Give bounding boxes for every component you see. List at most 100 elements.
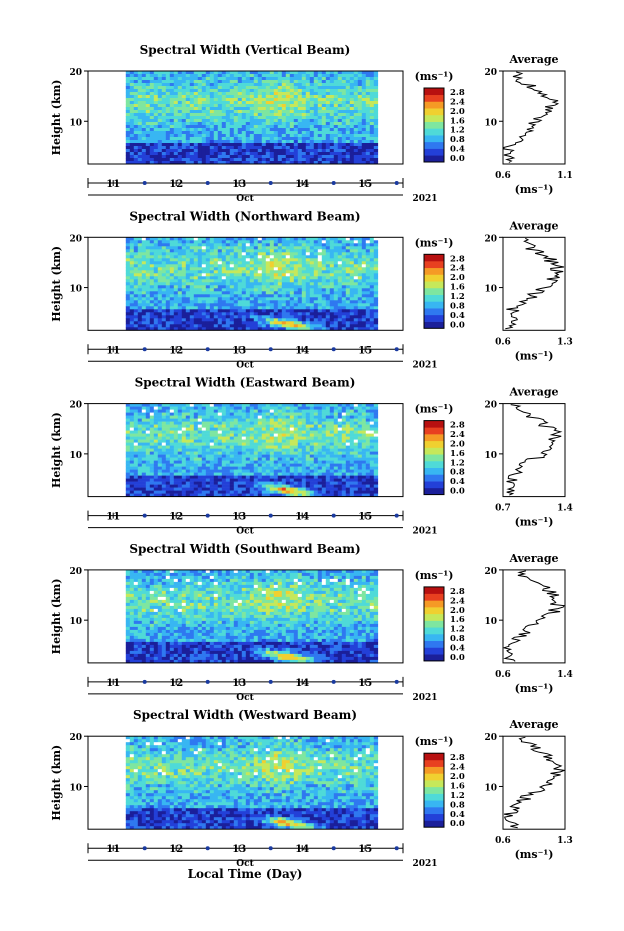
panel-title: Spectral Width (Southward Beam) [129,542,360,556]
heatmap [125,403,379,497]
colorbar-swatch [424,793,444,801]
month-label: Oct [236,360,254,370]
avg-y-tick-label: 10 [484,783,497,793]
colorbar-swatch [424,813,444,821]
panel-title: Spectral Width (Vertical Beam) [140,43,351,57]
colorbar-tick-label: 0.8 [450,468,465,478]
colorbar-unit: (ms⁻¹) [415,403,454,416]
colorbar-unit: (ms⁻¹) [415,735,454,748]
colorbar-tick-label: 1.2 [450,458,465,468]
x-tick-label: 11 [106,179,120,190]
colorbar-swatch [424,780,444,788]
colorbar-tick-label: 2.4 [450,97,465,107]
colorbar-unit: (ms⁻¹) [415,70,454,83]
avg-y-tick-label: 20 [484,567,497,577]
colorbar-tick-label: 2.8 [450,254,465,264]
colorbar-tick-label: 2.0 [450,107,465,117]
average-title: Average [508,219,558,232]
y-tick-label: 10 [69,451,82,461]
heatmap [125,569,379,664]
avg-y-tick-label: 10 [484,285,497,295]
x-tick-label: 11 [106,345,120,356]
y-axis-label: Height (km) [50,745,63,821]
date-marker [394,846,399,851]
heatmap [125,71,379,165]
colorbar-swatch [424,101,444,109]
x-tick-label: 15 [358,678,372,689]
month-label: Oct [236,194,254,204]
date-marker [394,679,399,684]
colorbar-frame [423,87,445,163]
x-tick-label: 15 [358,179,372,190]
avg-x-tick-label: 0.6 [495,836,511,846]
colorbar-swatch [424,434,444,442]
plot-frame [87,735,404,830]
y-tick-label: 10 [69,285,82,295]
colorbar-tick-label: 0.0 [450,653,465,663]
average-profile-line [506,404,563,496]
avg-y-tick-label: 20 [484,401,497,411]
x-tick-label: 14 [295,512,309,523]
colorbar-tick-label: 0.0 [450,487,465,497]
year-label: 2021 [412,859,437,869]
colorbar-tick-label: 0.0 [450,819,465,829]
colorbar-tick-label: 2.0 [450,772,465,782]
colorbar-tick-label: 1.2 [450,625,465,635]
avg-x-tick-label: 1.3 [557,337,573,347]
colorbar-tick-label: 2.0 [450,439,465,449]
avg-y-tick-label: 10 [484,451,497,461]
month-label: Oct [236,859,254,869]
average-frame [502,403,566,498]
average-unit: (ms⁻¹) [515,682,554,695]
colorbar-swatch [424,807,444,815]
panel-5: Spectral Width (Westward Beam) 20 10 Height… [50,708,573,869]
colorbar-swatch [424,148,444,156]
date-marker [205,846,210,851]
colorbar-swatch [424,301,444,309]
colorbar-tick-label: 1.2 [450,791,465,801]
plot-frame [87,403,404,498]
avg-y-tick-label: 20 [484,733,497,743]
month-label: Oct [236,527,254,537]
average-profile-line [503,736,565,829]
y-tick-label: 10 [69,783,82,793]
avg-x-tick-label: 0.6 [495,171,511,181]
x-tick-label: 13 [232,179,246,190]
colorbar-tick-label: 1.6 [450,449,465,459]
colorbar-swatch [424,786,444,794]
y-axis-label: Height (km) [50,412,63,488]
colorbar-swatch [424,759,444,767]
colorbar-swatch [424,593,444,601]
x-tick-label: 12 [169,844,183,855]
plot-frame [87,70,404,165]
colorbar-frame [423,586,445,662]
date-marker [268,846,273,851]
y-tick-label: 20 [69,234,82,244]
colorbar-tick-label: 2.4 [450,763,465,773]
panel-4: Spectral Width (Southward Beam) 20 10 Heigh… [50,542,573,703]
colorbar-swatch [424,487,444,495]
colorbar-swatch [424,88,444,96]
colorbar-swatch [424,640,444,648]
colorbar-tick-label: 0.4 [450,643,465,653]
colorbar-unit: (ms⁻¹) [415,569,454,582]
year-label: 2021 [412,527,437,537]
colorbar-tick-label: 2.8 [450,88,465,98]
colorbar-tick-label: 0.8 [450,634,465,644]
date-marker [205,513,210,518]
colorbar-swatch [424,753,444,761]
colorbar-swatch [424,773,444,781]
date-marker [142,679,147,684]
colorbar-tick-label: 0.4 [450,311,465,321]
x-tick-label: 13 [232,678,246,689]
colorbar-tick-label: 2.4 [450,596,465,606]
colorbar-swatch [424,427,444,435]
y-tick-label: 20 [69,567,82,577]
average-title: Average [508,552,558,565]
colorbar-tick-label: 1.6 [450,615,465,625]
year-label: 2021 [412,194,437,204]
date-marker [142,347,147,352]
panel-3: Spectral Width (Eastward Beam) 20 10 Height… [50,376,573,537]
average-frame [502,70,566,165]
